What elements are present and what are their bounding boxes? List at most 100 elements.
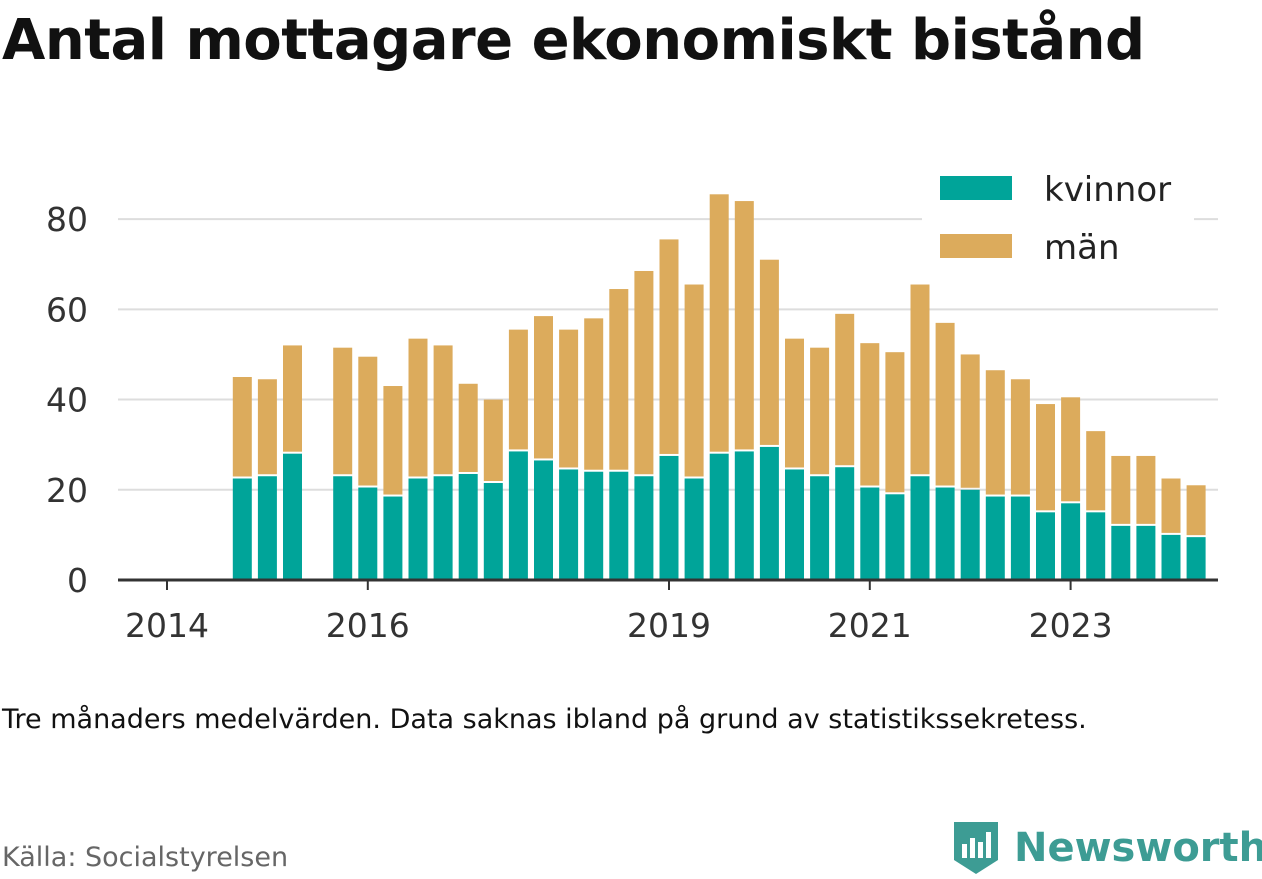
bar-kvinnor (333, 476, 353, 580)
chart-note: Tre månaders medelvärden. Data saknas ib… (2, 704, 1087, 735)
bar-man (1161, 478, 1181, 533)
y-tick-label: 80 (46, 200, 88, 239)
bar-kvinnor (985, 496, 1005, 580)
x-tick-label: 2019 (627, 606, 711, 645)
bar-man (960, 354, 980, 488)
bar-kvinnor (709, 453, 729, 580)
bar-kvinnor (810, 476, 830, 580)
bar-kvinnor (835, 467, 855, 580)
bar-man (534, 316, 553, 459)
stacked-bar-chart: 0 20 40 60 80 2014 2016 2019 2021 2023 kvinnor mä… (46, 168, 1218, 645)
bar-kvinnor (1061, 503, 1081, 580)
bar-kvinnor (383, 496, 403, 580)
bar-man (985, 370, 1005, 495)
bar-kvinnor (759, 446, 779, 580)
bar-kvinnor (1036, 512, 1055, 580)
bar-man (910, 284, 930, 475)
bar-kvinnor (684, 478, 704, 580)
bar-kvinnor (433, 476, 453, 580)
bar-man (734, 201, 754, 450)
bar-man (283, 345, 302, 452)
bar-man (659, 239, 679, 454)
bar-man (483, 399, 503, 482)
bar-kvinnor (283, 453, 302, 580)
bar-kvinnor (483, 483, 503, 580)
bar-man (333, 347, 353, 475)
bar-man (785, 338, 804, 468)
y-tick-label: 0 (67, 561, 88, 600)
bar-kvinnor (935, 487, 955, 580)
bar-man (358, 356, 378, 486)
bar-kvinnor (1161, 534, 1181, 580)
brand-name: Newsworthy (1014, 825, 1262, 871)
x-tick-label: 2014 (125, 606, 209, 645)
bar-kvinnor (408, 478, 428, 580)
bar-man (634, 270, 654, 475)
brand-logo[interactable]: Newsworthy (950, 818, 1262, 878)
y-tick-label: 40 (46, 381, 88, 420)
bar-man (810, 347, 830, 475)
bar-kvinnor (1086, 512, 1106, 580)
y-axis: 0 20 40 60 80 (46, 200, 88, 600)
legend-label: män (1044, 228, 1120, 268)
bar-man (433, 345, 453, 475)
bar-kvinnor (584, 471, 604, 580)
x-tick-label: 2016 (326, 606, 410, 645)
y-tick-label: 60 (46, 290, 88, 329)
bar-man (759, 259, 779, 445)
newsworthy-logo-icon (954, 822, 998, 874)
bar-man (609, 289, 629, 470)
bar-man (885, 352, 905, 493)
bar-man (257, 379, 277, 475)
bar-man (684, 284, 704, 477)
bar-man (508, 329, 528, 450)
bar-man (1136, 455, 1156, 524)
bar-kvinnor (358, 487, 378, 580)
bar-kvinnor (1186, 537, 1206, 580)
bar-kvinnor (232, 478, 252, 580)
legend: kvinnor män (922, 168, 1194, 278)
bar-man (1111, 455, 1131, 524)
bar-man (559, 329, 579, 468)
bar-kvinnor (734, 451, 754, 580)
bar-man (709, 194, 729, 452)
bar-kvinnor (885, 494, 905, 580)
bar-kvinnor (785, 469, 804, 580)
legend-swatch (940, 234, 1012, 258)
bar-man (408, 338, 428, 477)
bar-kvinnor (257, 476, 277, 580)
bar-man (1186, 485, 1206, 536)
legend-label: kvinnor (1044, 170, 1171, 210)
y-tick-label: 20 (46, 471, 88, 510)
bar-kvinnor (534, 460, 553, 580)
bar-man (458, 383, 478, 472)
bar-man (935, 322, 955, 486)
bar-kvinnor (659, 455, 679, 580)
source-credit: Källa: Socialstyrelsen (2, 842, 289, 873)
bar-man (1086, 431, 1106, 511)
bar-kvinnor (458, 473, 478, 580)
legend-swatch (940, 176, 1012, 200)
x-axis: 2014 2016 2019 2021 2023 (118, 578, 1218, 645)
bar-kvinnor (609, 471, 629, 580)
bar-man (383, 386, 403, 495)
bar-man (860, 343, 880, 486)
bar-kvinnor (1111, 525, 1131, 580)
bar-man (1036, 404, 1055, 511)
bar-kvinnor (910, 476, 930, 580)
bar-man (1061, 397, 1081, 502)
bar-man (835, 313, 855, 466)
bar-kvinnor (1010, 496, 1030, 580)
chart-title: Antal mottagare ekonomiskt bistånd (2, 8, 1145, 73)
bar-kvinnor (860, 487, 880, 580)
bar-kvinnor (508, 451, 528, 580)
bar-man (584, 318, 604, 470)
x-tick-label: 2021 (828, 606, 912, 645)
bar-kvinnor (634, 476, 654, 580)
bar-man (232, 377, 252, 477)
bar-kvinnor (960, 489, 980, 580)
bar-kvinnor (1136, 525, 1156, 580)
bar-kvinnor (559, 469, 579, 580)
bars (232, 194, 1206, 580)
bar-man (1010, 379, 1030, 495)
